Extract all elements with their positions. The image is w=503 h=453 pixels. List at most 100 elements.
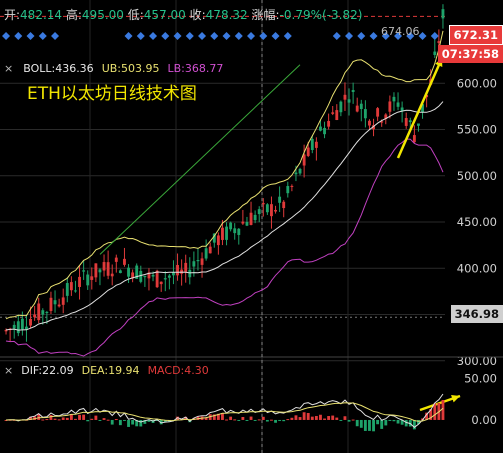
- trend-arrow-main: [396, 57, 444, 159]
- macd-bar: [257, 419, 261, 421]
- macd-dif-line: [5, 393, 444, 428]
- macd-bar: [123, 419, 126, 421]
- macd-bar: [118, 419, 122, 426]
- candle: [102, 262, 106, 271]
- macd-bar: [286, 419, 290, 421]
- candle: [20, 318, 24, 330]
- macd-bar: [57, 419, 61, 421]
- macd-bar: [241, 417, 245, 420]
- candle: [29, 318, 32, 326]
- macd-bar: [396, 419, 400, 424]
- macd-bar: [282, 419, 286, 422]
- signal-marker: [406, 32, 415, 40]
- signal-marker: [369, 32, 378, 40]
- signal-marker: [198, 32, 207, 40]
- boll-mid-value: BOLL:436.36: [23, 62, 94, 75]
- candle: [319, 126, 322, 131]
- macd-bar: [74, 418, 77, 420]
- macd-bar: [233, 419, 237, 421]
- candle: [196, 259, 200, 262]
- y-tick-label: 300.00: [457, 354, 497, 368]
- candle: [151, 274, 155, 277]
- macd-y-tick-label: 0.00: [471, 413, 497, 427]
- macd-bar: [339, 419, 343, 421]
- candle: [396, 102, 400, 107]
- candle: [229, 222, 233, 230]
- macd-bar: [78, 414, 81, 420]
- boll-ub-value: UB:503.95: [101, 62, 160, 75]
- macd-bar: [163, 419, 167, 423]
- candle: [167, 275, 171, 278]
- macd-bar: [368, 419, 371, 431]
- candle: [200, 258, 204, 265]
- candle: [78, 276, 81, 287]
- signal-marker: [271, 32, 280, 40]
- candle: [127, 267, 130, 277]
- macd-bar: [388, 419, 392, 421]
- macd-bar: [212, 414, 216, 420]
- macd-bar: [425, 412, 429, 420]
- macd-bar: [184, 416, 188, 420]
- candle: [12, 324, 16, 329]
- candle: [249, 212, 253, 225]
- macd-bar: [135, 419, 139, 427]
- candle: [37, 303, 41, 321]
- candle: [45, 311, 49, 313]
- macd-bar: [294, 415, 298, 420]
- candle: [53, 300, 57, 305]
- candle: [69, 282, 73, 291]
- candle: [57, 304, 61, 307]
- close-macd-icon[interactable]: ×: [4, 364, 14, 377]
- candle: [339, 101, 343, 113]
- signal-marker: [394, 32, 403, 40]
- low-price-tag: 346.98: [450, 305, 503, 323]
- macd-bar: [270, 419, 273, 421]
- macd-bar: [314, 416, 318, 420]
- candle: [208, 246, 212, 254]
- signal-marker: [173, 32, 182, 40]
- candle: [355, 105, 359, 112]
- candle: [384, 114, 388, 119]
- macd-bar: [310, 416, 314, 420]
- candle: [41, 310, 45, 315]
- macd-bar: [392, 419, 396, 422]
- macd-bar: [274, 419, 277, 423]
- candle: [86, 274, 90, 286]
- macd-bar: [417, 419, 420, 424]
- macd-bar: [323, 418, 326, 420]
- candle: [184, 262, 188, 272]
- macd-bar: [302, 412, 306, 420]
- candle: [278, 196, 282, 203]
- candle: [327, 120, 331, 127]
- candle: [163, 278, 167, 280]
- trend-arrow-macd-head: [451, 394, 460, 403]
- candle: [421, 104, 424, 113]
- signal-marker: [2, 32, 11, 40]
- candle: [204, 248, 208, 259]
- macd-bar: [343, 416, 347, 420]
- macd-bar: [355, 419, 359, 427]
- macd-bar: [216, 413, 220, 420]
- open-label: 开:: [4, 8, 21, 22]
- candle: [408, 120, 412, 123]
- high-value: 495.00: [81, 8, 124, 22]
- signal-marker: [332, 32, 341, 40]
- candle: [331, 112, 335, 114]
- candle: [123, 258, 126, 265]
- candle: [323, 127, 326, 135]
- close-boll-icon[interactable]: ×: [4, 62, 14, 75]
- candle: [417, 123, 420, 126]
- trendline: [99, 64, 301, 255]
- boll-lower-line: [5, 138, 444, 357]
- signal-marker: [283, 32, 292, 40]
- candle: [233, 228, 237, 234]
- signal-marker: [161, 32, 170, 40]
- macd-bar: [204, 417, 208, 420]
- macd-bar: [127, 419, 130, 427]
- candle: [282, 201, 286, 209]
- candle: [94, 263, 98, 278]
- signal-marker: [136, 32, 145, 40]
- candle: [139, 270, 143, 282]
- macd-bar: [306, 412, 310, 420]
- candle: [274, 209, 277, 212]
